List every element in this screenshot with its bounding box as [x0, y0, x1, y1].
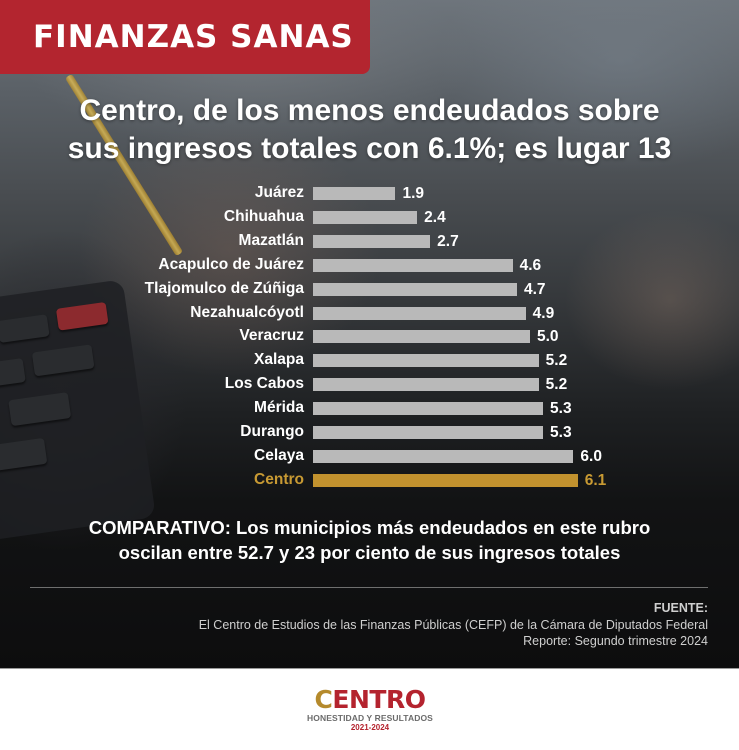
- source-line-2: Reporte: Segundo trimestre 2024: [523, 634, 708, 648]
- chart-row: Mérida 5.3: [0, 399, 739, 418]
- background-photo-panel: FINANZAS SANAS Centro, de los menos ende…: [0, 0, 739, 668]
- value-label: 5.2: [545, 352, 568, 370]
- value-label: 2.4: [424, 208, 446, 226]
- chart-row: Veracruz 5.0: [0, 327, 739, 346]
- chart-row: Acapulco de Juárez 4.6: [0, 255, 739, 274]
- logo-years: 2021-2024: [350, 723, 390, 732]
- category-label: Los Cabos: [224, 375, 304, 393]
- bar: [313, 473, 578, 487]
- value-label: 4.7: [523, 280, 546, 298]
- category-label: Chihuahua: [223, 207, 304, 225]
- bar: [313, 258, 513, 272]
- logo-letter-o: O: [404, 685, 426, 714]
- title-line-1: Centro, de los menos endeudados sobre: [79, 94, 660, 127]
- comparison-note: COMPARATIVO: Los municipios más endeudad…: [20, 515, 719, 565]
- chart-row: Mazatlán 2.7: [0, 231, 739, 250]
- bar: [313, 378, 539, 392]
- category-label: Juárez: [254, 184, 304, 201]
- bar: [313, 210, 418, 224]
- value-label: 2.7: [437, 232, 459, 250]
- category-label: Celaya: [254, 446, 304, 464]
- value-label: 5.3: [550, 400, 572, 418]
- category-label: Xalapa: [254, 351, 304, 369]
- category-label: Acapulco de Juárez: [158, 255, 304, 273]
- category-label: Veracruz: [239, 327, 304, 345]
- category-label: Mazatlán: [238, 231, 304, 249]
- value-label: 6.1: [584, 471, 607, 489]
- bar: [313, 354, 539, 368]
- chart-row: Los Cabos 5.2: [0, 375, 739, 394]
- chart-row: Celaya 6.0: [0, 446, 739, 465]
- chart-row: Durango 5.3: [0, 423, 739, 441]
- value-label: 4.9: [532, 304, 555, 322]
- bar: [313, 306, 526, 320]
- value-label: 5.2: [545, 376, 568, 394]
- value-label: 4.6: [519, 256, 542, 274]
- category-label: Tlajomulco de Zúñiga: [144, 279, 304, 297]
- category-label: Durango: [240, 423, 304, 440]
- category-label: Centro: [254, 470, 304, 488]
- bar: [313, 426, 544, 439]
- bar: [313, 282, 517, 296]
- bar: [313, 402, 544, 416]
- chart-row: Juárez 1.9: [0, 184, 739, 202]
- category-label: Mérida: [254, 399, 304, 417]
- section-badge: FINANZAS SANAS: [0, 0, 370, 74]
- source-note: FUENTE: El Centro de Estudios de las Fin…: [88, 600, 708, 650]
- chart-title: Centro, de los menos endeudados sobre su…: [20, 92, 719, 168]
- bar: [313, 330, 530, 344]
- value-label: 6.0: [580, 447, 602, 465]
- logo-wordmark: CENTRO: [300, 687, 440, 713]
- bar: [313, 234, 431, 248]
- centro-logo: CENTRO HONESTIDAD Y RESULTADOS 2021-2024: [300, 687, 440, 733]
- chart-row: Chihuahua 2.4: [0, 207, 739, 226]
- footer: CENTRO HONESTIDAD Y RESULTADOS 2021-2024: [0, 668, 739, 750]
- chart-row: Tlajomulco de Zúñiga 4.7: [0, 279, 739, 298]
- value-label: 1.9: [402, 185, 425, 202]
- comparison-line-2: oscilan entre 52.7 y 23 por ciento de su…: [118, 542, 621, 563]
- comparison-line-1: COMPARATIVO: Los municipios más endeudad…: [88, 517, 651, 538]
- bar: [313, 449, 574, 463]
- chart-row: Xalapa 5.2: [0, 351, 739, 370]
- logo-letter-c: C: [314, 685, 333, 714]
- logo-tagline: HONESTIDAD Y RESULTADOS: [307, 713, 433, 723]
- chart-row: Centro 6.1: [0, 470, 739, 489]
- bar: [313, 187, 396, 200]
- value-label: 5.0: [537, 328, 559, 346]
- source-label: FUENTE:: [653, 601, 708, 615]
- logo-letters-middle: ENTR: [332, 685, 405, 714]
- divider: [30, 587, 708, 588]
- source-line-1: El Centro de Estudios de las Finanzas Pú…: [198, 617, 708, 632]
- title-line-2: sus ingresos totales con 6.1%; es lugar …: [67, 132, 672, 165]
- badge-label: FINANZAS SANAS: [33, 19, 354, 55]
- value-label: 5.3: [550, 424, 572, 441]
- chart-row: Nezahualcóyotl 4.9: [0, 303, 739, 322]
- category-label: Nezahualcóyotl: [190, 303, 304, 321]
